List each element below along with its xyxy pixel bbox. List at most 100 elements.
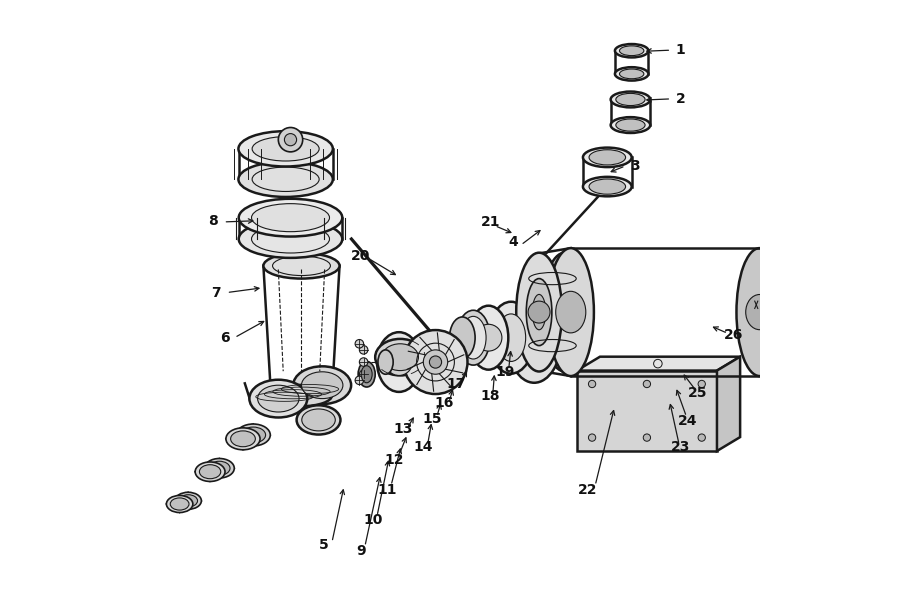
Ellipse shape bbox=[745, 294, 774, 330]
Ellipse shape bbox=[583, 177, 632, 196]
Ellipse shape bbox=[615, 67, 649, 81]
Ellipse shape bbox=[615, 44, 649, 58]
Text: 16: 16 bbox=[434, 397, 454, 411]
Ellipse shape bbox=[238, 220, 342, 258]
Circle shape bbox=[430, 356, 441, 368]
Ellipse shape bbox=[403, 330, 468, 394]
Ellipse shape bbox=[208, 461, 230, 476]
Text: 10: 10 bbox=[363, 513, 382, 528]
Ellipse shape bbox=[382, 344, 419, 371]
Circle shape bbox=[386, 349, 412, 375]
Circle shape bbox=[355, 340, 364, 348]
Ellipse shape bbox=[377, 332, 421, 392]
Text: 12: 12 bbox=[384, 452, 404, 466]
Ellipse shape bbox=[541, 253, 588, 371]
Ellipse shape bbox=[616, 94, 645, 105]
Ellipse shape bbox=[460, 316, 486, 359]
Text: 11: 11 bbox=[377, 483, 397, 497]
Polygon shape bbox=[577, 371, 717, 451]
Text: 22: 22 bbox=[578, 483, 598, 497]
Text: 15: 15 bbox=[422, 412, 441, 426]
Text: 19: 19 bbox=[495, 365, 515, 379]
Circle shape bbox=[589, 434, 596, 441]
Polygon shape bbox=[717, 357, 740, 451]
Circle shape bbox=[516, 319, 552, 356]
Circle shape bbox=[423, 350, 448, 374]
Text: 9: 9 bbox=[356, 544, 366, 558]
Ellipse shape bbox=[457, 310, 490, 365]
Ellipse shape bbox=[237, 424, 270, 446]
Circle shape bbox=[278, 127, 303, 152]
Circle shape bbox=[763, 305, 771, 313]
Ellipse shape bbox=[238, 131, 333, 166]
Circle shape bbox=[359, 346, 368, 354]
Ellipse shape bbox=[170, 498, 189, 510]
Text: 20: 20 bbox=[351, 249, 370, 263]
Ellipse shape bbox=[263, 253, 339, 278]
Circle shape bbox=[763, 319, 771, 327]
Ellipse shape bbox=[736, 248, 783, 376]
Circle shape bbox=[285, 133, 297, 146]
Text: 21: 21 bbox=[480, 215, 501, 229]
Circle shape bbox=[528, 301, 550, 323]
Circle shape bbox=[475, 324, 502, 351]
Ellipse shape bbox=[293, 367, 351, 404]
Ellipse shape bbox=[226, 428, 260, 450]
Ellipse shape bbox=[620, 69, 644, 79]
Ellipse shape bbox=[361, 366, 372, 382]
Ellipse shape bbox=[488, 302, 534, 373]
Ellipse shape bbox=[378, 350, 393, 374]
Ellipse shape bbox=[359, 362, 375, 387]
Ellipse shape bbox=[497, 314, 526, 362]
Ellipse shape bbox=[469, 306, 509, 370]
Text: 5: 5 bbox=[319, 538, 329, 552]
Text: 14: 14 bbox=[413, 441, 433, 454]
Ellipse shape bbox=[249, 379, 308, 417]
Polygon shape bbox=[622, 376, 695, 397]
Text: 23: 23 bbox=[671, 441, 690, 454]
Ellipse shape bbox=[556, 291, 586, 333]
Ellipse shape bbox=[195, 462, 225, 482]
Ellipse shape bbox=[611, 117, 651, 133]
Ellipse shape bbox=[205, 458, 234, 478]
Ellipse shape bbox=[375, 339, 425, 375]
Ellipse shape bbox=[611, 92, 651, 107]
Text: 2: 2 bbox=[675, 92, 685, 106]
Circle shape bbox=[643, 380, 651, 387]
Circle shape bbox=[643, 434, 651, 441]
Ellipse shape bbox=[238, 162, 333, 197]
Text: 26: 26 bbox=[724, 328, 743, 342]
Ellipse shape bbox=[167, 496, 193, 512]
Ellipse shape bbox=[178, 494, 197, 507]
Text: 6: 6 bbox=[220, 330, 229, 345]
Text: 13: 13 bbox=[393, 422, 413, 436]
Ellipse shape bbox=[258, 385, 299, 412]
Ellipse shape bbox=[297, 405, 340, 435]
Ellipse shape bbox=[302, 409, 335, 431]
Text: 3: 3 bbox=[630, 159, 640, 173]
Circle shape bbox=[698, 380, 705, 387]
Ellipse shape bbox=[589, 150, 625, 165]
Ellipse shape bbox=[583, 147, 632, 167]
Circle shape bbox=[359, 358, 368, 367]
Text: 8: 8 bbox=[208, 214, 218, 228]
Ellipse shape bbox=[516, 253, 561, 371]
Circle shape bbox=[359, 370, 368, 378]
Text: 25: 25 bbox=[688, 386, 707, 400]
Ellipse shape bbox=[548, 248, 594, 376]
Ellipse shape bbox=[238, 199, 342, 237]
Ellipse shape bbox=[241, 427, 266, 443]
Ellipse shape bbox=[616, 119, 645, 131]
Circle shape bbox=[589, 380, 596, 387]
Ellipse shape bbox=[450, 317, 475, 359]
Ellipse shape bbox=[252, 136, 319, 161]
Circle shape bbox=[698, 434, 705, 441]
Ellipse shape bbox=[271, 385, 332, 406]
Ellipse shape bbox=[620, 46, 644, 56]
Text: 1: 1 bbox=[675, 43, 685, 57]
Polygon shape bbox=[577, 357, 740, 371]
Text: 24: 24 bbox=[678, 414, 697, 428]
Text: 7: 7 bbox=[211, 286, 221, 300]
Ellipse shape bbox=[532, 294, 546, 330]
Ellipse shape bbox=[507, 293, 561, 382]
